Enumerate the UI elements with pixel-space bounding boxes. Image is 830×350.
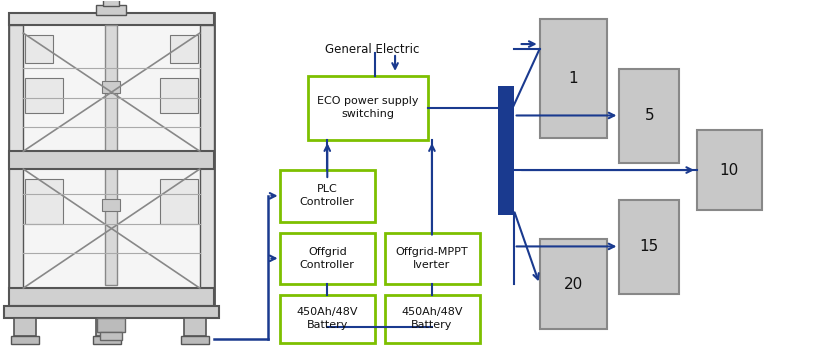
Bar [160,78,198,112]
Bar [540,19,608,138]
Text: 10: 10 [720,162,739,177]
Bar [281,295,375,343]
Text: 450Ah/48V
Battery: 450Ah/48V Battery [296,307,358,330]
Text: 5: 5 [644,108,654,123]
Bar [281,170,375,222]
Bar [281,232,375,284]
Bar [96,318,118,336]
Bar [25,78,63,112]
Bar [102,199,120,211]
Bar [498,86,514,215]
Bar [103,0,119,6]
Bar [619,69,679,163]
Text: 450Ah/48V
Battery: 450Ah/48V Battery [401,307,462,330]
Bar [183,318,206,336]
Bar [9,151,213,169]
Bar [97,318,125,332]
Bar [385,232,480,284]
Bar [619,200,679,294]
Bar [9,25,23,306]
Bar [105,25,117,151]
Bar [309,76,428,140]
Text: 1: 1 [569,71,579,86]
Text: Offgrid
Controller: Offgrid Controller [300,247,354,270]
Bar [14,318,37,336]
Bar [93,336,121,344]
Bar [181,336,208,344]
Text: Offgrid-MPPT
Iverter: Offgrid-MPPT Iverter [396,247,468,270]
Bar [170,35,198,63]
Text: ECO power supply
switching: ECO power supply switching [317,96,419,119]
Bar [25,35,53,63]
Bar [12,336,39,344]
Bar [102,81,120,93]
Bar [9,288,213,306]
Bar [96,5,126,15]
Bar [697,130,762,210]
Text: 15: 15 [640,239,659,254]
Bar [385,295,480,343]
Bar [105,164,117,285]
Bar [9,13,213,25]
Bar [9,13,213,306]
Bar [4,306,218,318]
Bar [25,179,63,224]
Text: General Electric: General Electric [325,42,420,56]
Bar [200,25,213,306]
Text: 20: 20 [564,276,583,292]
Bar [540,239,608,329]
Bar [160,179,198,224]
Bar [100,332,122,340]
Text: PLC
Controller: PLC Controller [300,184,354,208]
